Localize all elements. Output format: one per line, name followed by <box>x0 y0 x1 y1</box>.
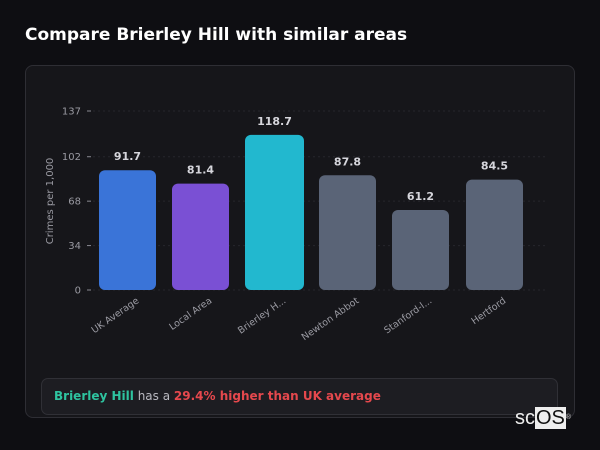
bar-4 <box>392 210 449 290</box>
x-tick-label: Hertford <box>470 295 509 327</box>
bar-1 <box>172 183 229 290</box>
page-title: Compare Brierley Hill with similar areas <box>25 25 408 45</box>
summary-box: Brierley Hill has a 29.4% higher than UK… <box>41 378 558 415</box>
bar-value-label: 91.7 <box>114 150 141 163</box>
y-tick-label: 68 <box>68 197 81 208</box>
x-tick-label: Stanford-l... <box>382 295 434 336</box>
x-tick-label: Brierley H... <box>236 295 288 336</box>
bar-3 <box>319 175 376 290</box>
bar-0 <box>99 170 156 290</box>
bar-2 <box>245 134 304 290</box>
x-tick-label: UK Average <box>90 295 142 336</box>
bar-value-label: 84.5 <box>481 160 508 173</box>
y-tick-label: 0 <box>75 286 81 297</box>
bar-value-label: 81.4 <box>187 164 214 177</box>
y-tick-label: 102 <box>62 152 81 163</box>
y-axis-label: Crimes per 1,000 <box>45 158 56 245</box>
x-tick-label: Local Area <box>167 295 214 332</box>
summary-place: Brierley Hill <box>54 389 134 403</box>
bar-5 <box>466 179 523 290</box>
summary-connector: has a <box>133 389 174 403</box>
bar-value-label: 87.8 <box>334 155 361 168</box>
bar-value-label: 118.7 <box>257 115 292 128</box>
scos-logo: scOS® <box>515 407 572 429</box>
summary-difference: 29.4% higher than UK average <box>173 389 381 403</box>
y-tick-label: 137 <box>62 107 81 118</box>
x-tick-label: Newton Abbot <box>300 295 362 343</box>
y-tick-label: 34 <box>68 241 81 252</box>
bar-value-label: 61.2 <box>407 190 434 203</box>
